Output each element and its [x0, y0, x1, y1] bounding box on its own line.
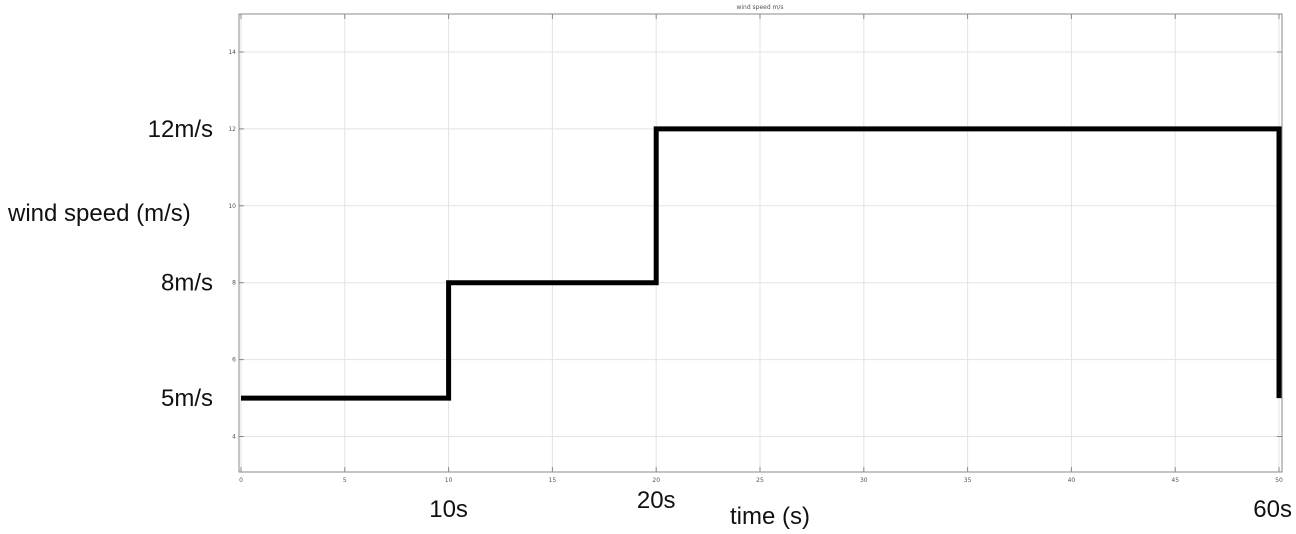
x-value-annotation: 20s [637, 487, 676, 514]
y-tick-label: 14 [228, 49, 236, 56]
y-value-annotation: 5m/s [161, 385, 213, 412]
x-tick-label: 40 [1068, 477, 1076, 484]
x-tick-label: 50 [1275, 477, 1283, 484]
x-tick-label: 35 [964, 477, 972, 484]
wind-speed-series-line [241, 126, 1282, 401]
x-tick-label: 10 [445, 477, 453, 484]
y-tick-label: 8 [232, 280, 236, 287]
x-tick-label: 0 [239, 477, 243, 484]
x-tick-label: 45 [1171, 477, 1179, 484]
x-tick-label: 15 [549, 477, 557, 484]
axis-ticks: 0 5 10 15 20 25 30 35 40 45 50 4 6 8 10 12 14 [228, 14, 1283, 484]
chart-title: wind speed m/s [736, 4, 783, 11]
y-axis-label: wind speed (m/s) [7, 200, 191, 227]
x-tick-label: 30 [860, 477, 868, 484]
y-tick-label: 10 [228, 203, 236, 210]
y-value-annotation: 12m/s [148, 116, 213, 143]
x-tick-label: 25 [756, 477, 764, 484]
x-axis-label: time (s) [730, 503, 810, 530]
y-tick-label: 4 [232, 434, 236, 441]
y-tick-label: 6 [232, 357, 236, 364]
y-value-annotation: 8m/s [161, 270, 213, 297]
annotations: 12m/s 8m/s 5m/s 10s 20s 60s [148, 116, 1292, 523]
y-tick-label: 12 [228, 126, 236, 133]
x-value-annotation: 10s [429, 496, 468, 523]
x-value-annotation: 60s [1253, 496, 1292, 523]
x-tick-label: 20 [652, 477, 660, 484]
x-tick-label: 5 [343, 477, 347, 484]
